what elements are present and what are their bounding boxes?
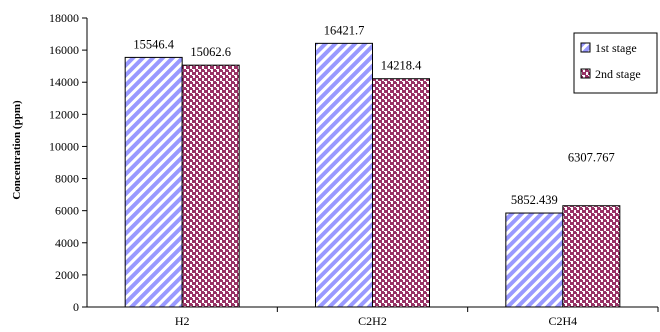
legend-swatch-series-2 <box>580 68 591 79</box>
bar-c2h2-series-1 <box>315 42 373 308</box>
legend: 1st stage 2nd stage <box>573 32 658 94</box>
y-tick-label: 14000 <box>49 75 79 89</box>
y-tick-label: 16000 <box>49 43 79 57</box>
bar-c2h4-series-1 <box>505 212 564 308</box>
y-tick-label: 4000 <box>55 236 79 250</box>
data-label: 14218.4 <box>381 59 422 73</box>
bar-h2-series-2 <box>181 64 240 308</box>
y-tick-label: 12000 <box>49 107 79 121</box>
y-tick-label: 2000 <box>55 268 79 282</box>
data-label: 15062.6 <box>190 45 231 59</box>
data-label: 15546.4 <box>133 37 174 51</box>
legend-swatch-series-1 <box>580 42 591 53</box>
bars <box>124 42 621 308</box>
category-labels: H2 C2H2 C2H4 <box>175 307 659 328</box>
bar-c2h4-series-2 <box>562 205 621 308</box>
y-tick-label: 8000 <box>55 172 79 186</box>
y-tick-label: 18000 <box>49 11 79 25</box>
bar-c2h2-series-2 <box>372 78 430 308</box>
y-tick-label: 10000 <box>49 139 79 153</box>
y-axis-ticks: 0 2000 4000 6000 8000 10000 12000 14000 16000 180… <box>49 11 87 314</box>
data-labels: 15546.4 15062.6 16421.7 14218.4 5852.439 6307… <box>133 23 614 207</box>
data-label: 5852.439 <box>511 193 558 207</box>
category-label: C2H4 <box>548 314 577 328</box>
legend-label: 1st stage <box>595 41 637 55</box>
data-label: 6307.767 <box>568 151 615 165</box>
y-tick-label: 0 <box>73 300 79 314</box>
category-label: C2H2 <box>358 314 387 328</box>
data-label: 16421.7 <box>324 23 365 37</box>
bar-h2-series-1 <box>124 56 183 308</box>
y-tick-label: 6000 <box>55 204 79 218</box>
legend-label: 2nd stage <box>595 67 641 81</box>
y-axis-title: Concentration (ppm) <box>11 100 23 200</box>
category-label: H2 <box>175 314 190 328</box>
